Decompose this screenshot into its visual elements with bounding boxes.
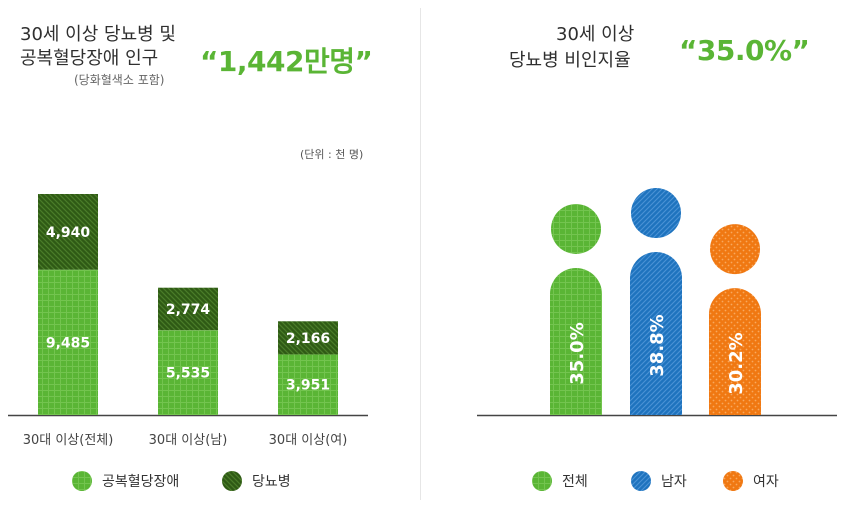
right-title-line-1: 30세 이상 xyxy=(556,24,635,45)
rate-head-male xyxy=(631,188,681,238)
panel-divider xyxy=(420,8,421,500)
left-subtitle: (당화혈색소 포함) xyxy=(74,73,165,87)
bar-value-label-diabetes-0: 4,940 xyxy=(46,225,91,241)
rate-bar-total xyxy=(550,267,602,415)
bar-segment-fasting-0 xyxy=(38,269,98,415)
legend-female-label: 여자 xyxy=(753,474,779,490)
legend-male: 남자 xyxy=(631,471,687,491)
bar-value-label-fasting-0: 9,485 xyxy=(46,335,90,351)
bar-segment-fasting-2 xyxy=(278,354,338,415)
legend-diabetes-label: 당뇨병 xyxy=(252,474,291,490)
legend-fasting-label: 공복혈당장애 xyxy=(102,474,180,490)
rate-value-label-male: 38.8% xyxy=(647,314,668,376)
rate-value-label-total: 35.0% xyxy=(567,322,588,384)
rate-head-total xyxy=(551,203,601,254)
bar-segment-diabetes-2 xyxy=(278,321,338,355)
legend-fasting-swatch xyxy=(72,471,92,491)
legend-diabetes: 당뇨병 xyxy=(222,471,291,491)
rate-bar-male xyxy=(630,252,682,415)
bar-value-label-diabetes-1: 2,774 xyxy=(166,302,211,318)
rate-value-label-female: 30.2% xyxy=(726,332,747,394)
unit-label: (단위 : 천 명) xyxy=(300,148,364,161)
legend-total: 전체 xyxy=(532,471,588,491)
legend-male-swatch xyxy=(631,471,651,491)
x-tick-label-2: 30대 이상(여) xyxy=(269,433,348,448)
legend-male-label: 남자 xyxy=(661,474,687,490)
bar-segment-diabetes-0 xyxy=(38,194,98,270)
left-title-line-2: 공복혈당장애 인구 xyxy=(20,48,159,69)
bar-value-label-fasting-2: 3,951 xyxy=(286,378,330,394)
rate-head-female xyxy=(710,224,760,275)
bar-segment-diabetes-1 xyxy=(158,287,218,331)
right-highlight-rate: “35.0%” xyxy=(679,34,810,67)
rate-bar-female xyxy=(709,288,761,415)
bar-value-label-diabetes-2: 2,166 xyxy=(286,331,330,347)
unawareness-rate-chart: 35.0% 38.8% 30.2% xyxy=(477,188,837,417)
left-panel: 30세 이상 당뇨병 및 공복혈당장애 인구 (당화혈색소 포함) “1,442… xyxy=(0,0,420,508)
left-title-line-1: 30세 이상 당뇨병 및 xyxy=(20,24,176,45)
legend-female-swatch xyxy=(723,471,743,491)
stacked-bar-chart: 9,485 4,940 30대 이상(전체) 5,535 2,774 30대 이상(남) 3… xyxy=(8,194,368,448)
right-title-line-2: 당뇨병 비인지율 xyxy=(509,50,631,71)
x-tick-label-0: 30대 이상(전체) xyxy=(23,433,114,448)
legend-total-label: 전체 xyxy=(562,474,588,490)
right-panel: 30세 이상 당뇨병 비인지율 “35.0%” 35.0% 38.8% 30.2% … xyxy=(421,0,847,508)
legend-female: 여자 xyxy=(723,471,779,491)
legend-fasting: 공복혈당장애 xyxy=(72,471,179,491)
legend-diabetes-swatch xyxy=(222,471,242,491)
legend-total-swatch xyxy=(532,471,552,491)
bar-value-label-fasting-1: 5,535 xyxy=(166,366,210,382)
left-highlight-total: “1,442만명” xyxy=(200,45,373,78)
x-tick-label-1: 30대 이상(남) xyxy=(149,433,228,448)
bar-segment-fasting-1 xyxy=(158,330,218,415)
